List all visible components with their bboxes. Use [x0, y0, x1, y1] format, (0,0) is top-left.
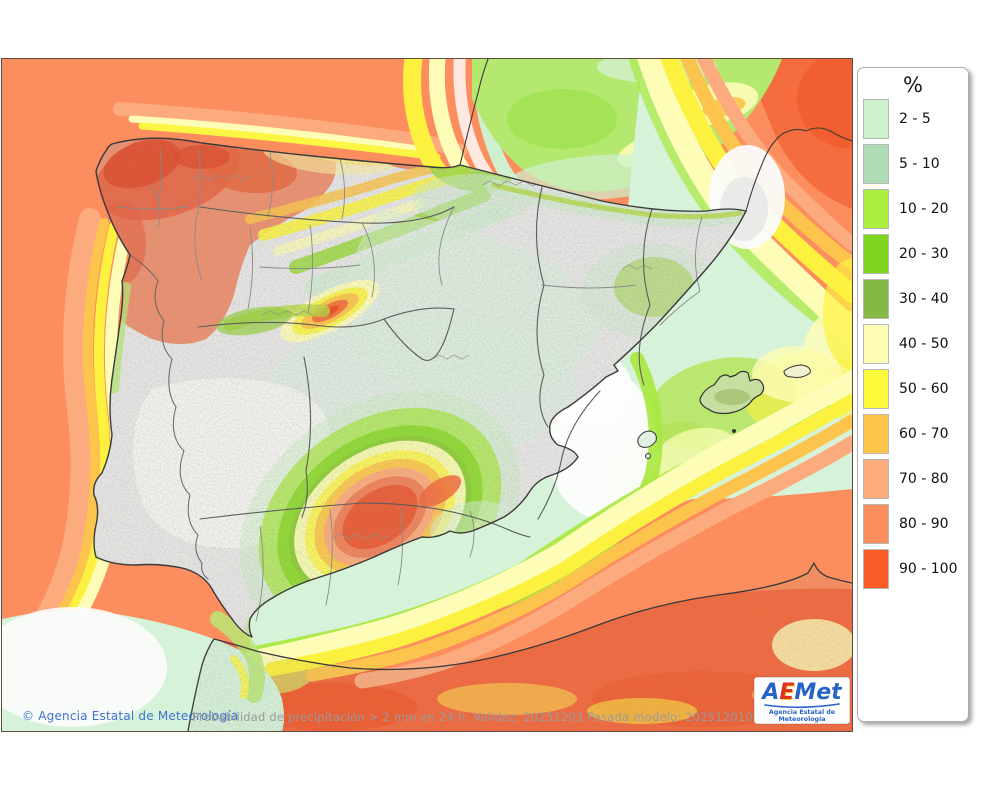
legend-item: 50 - 60: [858, 369, 968, 409]
map-canvas: [1, 58, 853, 732]
cabrera-islet: [732, 429, 736, 433]
legend-swatch: [863, 189, 889, 229]
legend-title: %: [903, 73, 923, 97]
france-atlantic-coast: [459, 59, 489, 166]
islands: [637, 364, 811, 459]
legend-swatch: [863, 549, 889, 589]
legend-label: 40 - 50: [899, 336, 949, 352]
legend-item: 80 - 90: [858, 504, 968, 544]
legend-item: 10 - 20: [858, 189, 968, 229]
france-mediterranean-coast: [745, 127, 852, 212]
legend-item: 5 - 10: [858, 144, 968, 184]
legend-swatch: [863, 504, 889, 544]
aemet-logo: AEMet Agencia Estatal de Meteorología: [754, 677, 850, 724]
legend-label: 5 - 10: [899, 156, 940, 172]
legend-swatch: [863, 279, 889, 319]
legend-swatch: [863, 414, 889, 454]
pyrenees-border: [459, 164, 747, 212]
legend-label: 30 - 40: [899, 291, 949, 307]
legend-label: 50 - 60: [899, 381, 949, 397]
legend-item: 70 - 80: [858, 459, 968, 499]
legend-label: 60 - 70: [899, 426, 949, 442]
ibiza-island: [637, 430, 657, 448]
legend-label: 2 - 5: [899, 111, 931, 127]
logo-letters-met: Met: [794, 680, 842, 705]
legend-swatch: [863, 369, 889, 409]
copyright-text: © Agencia Estatal de Meteorología: [22, 709, 239, 723]
legend-label: 70 - 80: [899, 471, 949, 487]
legend-label: 10 - 20: [899, 201, 949, 217]
legend-item: 90 - 100: [858, 549, 968, 589]
logo-swoosh-icon: [764, 703, 840, 709]
iberia-coastline: [92, 137, 747, 638]
legend-swatch: [863, 324, 889, 364]
coastlines: [92, 59, 852, 731]
aemet-logo-caption: Agencia Estatal de Meteorología: [768, 709, 836, 723]
morocco-coastline: [187, 562, 852, 731]
legend-label: 80 - 90: [899, 516, 949, 532]
legend-swatch: [863, 99, 889, 139]
legend-item: 2 - 5: [858, 99, 968, 139]
legend-item: 40 - 50: [858, 324, 968, 364]
legend-label: 90 - 100: [899, 561, 958, 577]
legend-item: 60 - 70: [858, 414, 968, 454]
legend-swatch: [863, 459, 889, 499]
formentera-island: [645, 453, 651, 459]
legend-swatch: [863, 234, 889, 274]
legend-items: 2 - 5 5 - 10 10 - 20 20 - 30 30 - 40 40 …: [858, 99, 968, 589]
portugal-border: [129, 254, 209, 580]
logo-letter-a: A: [762, 680, 780, 705]
logo-letter-e: E: [779, 680, 795, 705]
map-description-text: Probabilidad de precipitación > 2 mm en …: [192, 710, 761, 724]
legend-swatch: [863, 144, 889, 184]
legend-item: 30 - 40: [858, 279, 968, 319]
aemet-logo-brand: AEMet: [755, 680, 849, 706]
legend-item: 20 - 30: [858, 234, 968, 274]
province-borders: [117, 148, 703, 622]
legend-panel: % 2 - 5 5 - 10 10 - 20 20 - 30 30 - 40: [857, 67, 969, 722]
menorca-island: [783, 364, 811, 378]
legend-label: 20 - 30: [899, 246, 949, 262]
